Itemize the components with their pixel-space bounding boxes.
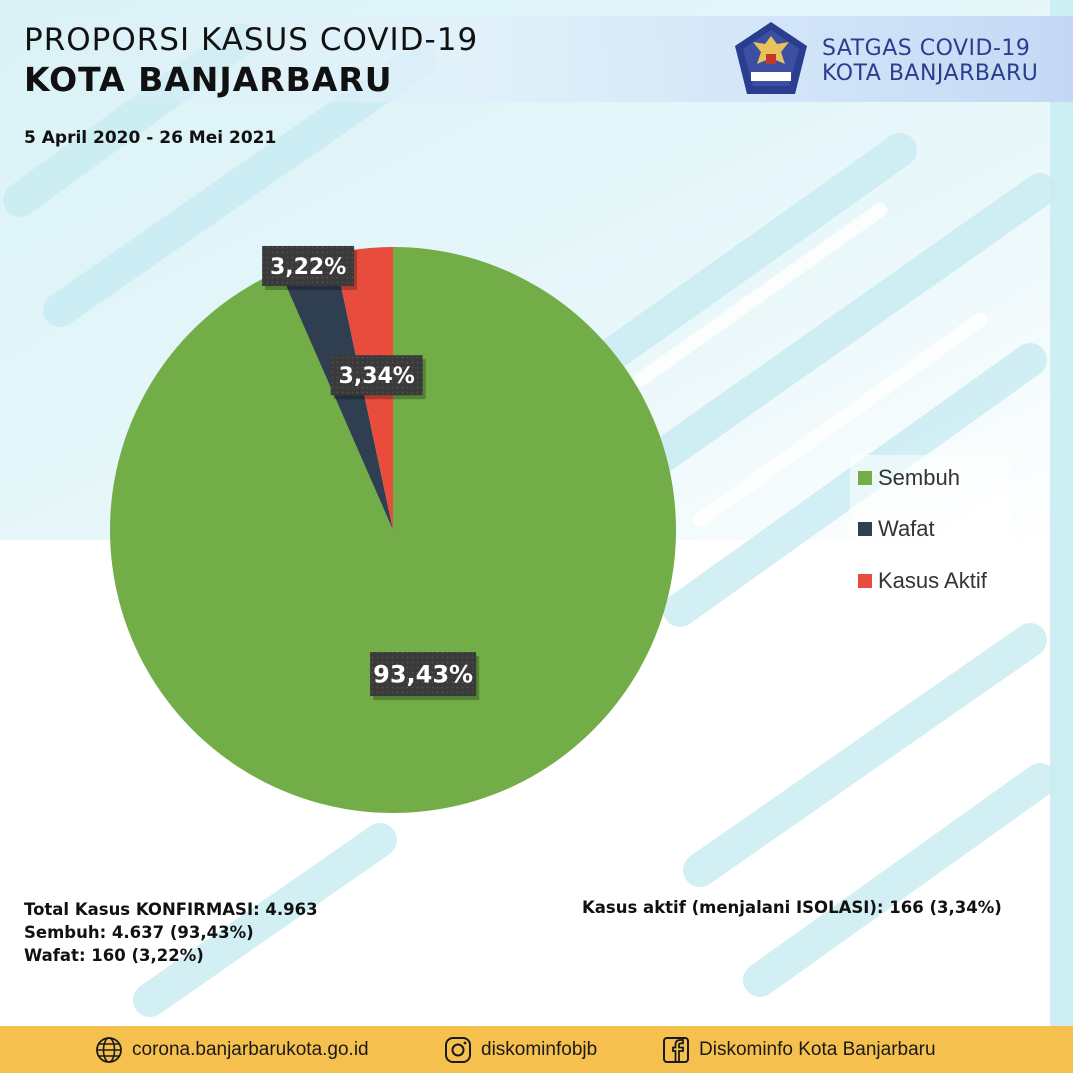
legend-item-kasus-aktif: Kasus Aktif <box>858 566 987 596</box>
page-title: PROPORSI KASUS COVID-19 <box>24 22 479 58</box>
instagram-label: diskominfobjb <box>481 1038 598 1060</box>
period-label: 5 April 2020 - 26 Mei 2021 <box>24 128 277 148</box>
website-label: corona.banjarbarukota.go.id <box>132 1038 369 1060</box>
legend-item-wafat: Wafat <box>858 514 935 544</box>
footer-instagram[interactable]: diskominfobjb <box>443 1026 597 1073</box>
org-name-line1: SATGAS COVID-19 <box>822 36 1031 61</box>
summary-total: Total Kasus KONFIRMASI: 4.963 <box>24 900 318 919</box>
legend-label: Kasus Aktif <box>878 568 987 593</box>
slice-label-text: 3,34% <box>339 364 415 389</box>
globe-icon <box>96 1036 122 1063</box>
slice-label-text: 93,43% <box>373 661 473 689</box>
summary-wafat: Wafat: 160 (3,22%) <box>24 946 204 965</box>
legend-item-sembuh: Sembuh <box>858 463 960 493</box>
page-subtitle: KOTA BANJARBARU <box>24 60 393 99</box>
legend-swatch-sembuh <box>858 471 872 485</box>
garuda-logo <box>735 22 807 94</box>
legend-swatch-kasus-aktif <box>858 574 872 588</box>
slice-label-kasus-aktif: 3,34% <box>330 355 426 400</box>
facebook-label: Diskominfo Kota Banjarbaru <box>699 1038 936 1060</box>
slice-label-sembuh: 93,43% <box>370 652 480 701</box>
slice-label-text: 3,22% <box>270 255 346 280</box>
legend-label: Sembuh <box>878 465 960 490</box>
summary-block: Total Kasus KONFIRMASI: 4.963 Sembuh: 4.… <box>24 898 318 967</box>
footer-facebook[interactable]: Diskominfo Kota Banjarbaru <box>661 1026 936 1073</box>
org-name-line2: KOTA BANJARBARU <box>822 61 1039 86</box>
footer-website[interactable]: corona.banjarbarukota.go.id <box>94 1026 369 1073</box>
slice-label-wafat: 3,22% <box>262 245 358 290</box>
facebook-icon <box>663 1036 689 1063</box>
instagram-icon <box>445 1036 471 1063</box>
summary-sembuh: Sembuh: 4.637 (93,43%) <box>24 923 254 942</box>
legend-swatch-wafat <box>858 522 872 536</box>
footer-bar: corona.banjarbarukota.go.id diskominfobj… <box>0 1026 1073 1073</box>
legend-label: Wafat <box>878 516 935 541</box>
summary-aktif: Kasus aktif (menjalani ISOLASI): 166 (3,… <box>582 898 1002 917</box>
chart-legend: Sembuh Wafat Kasus Aktif <box>850 455 1010 605</box>
header-band <box>0 16 1073 102</box>
